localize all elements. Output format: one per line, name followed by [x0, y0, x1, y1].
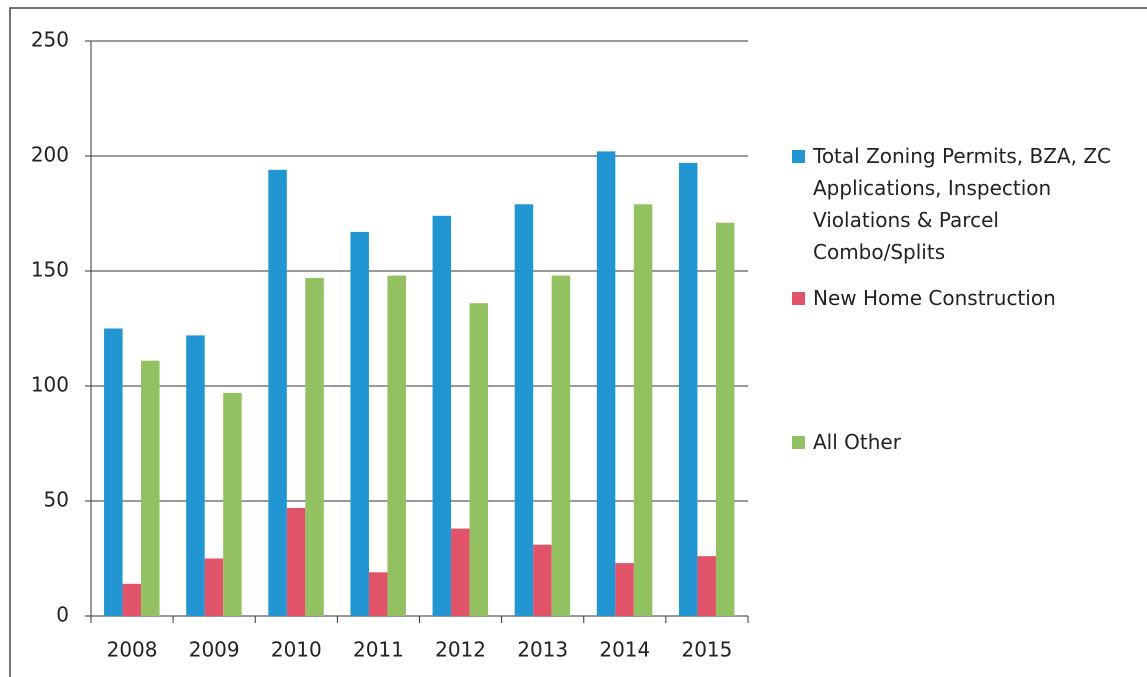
bar	[469, 303, 489, 616]
legend-label: Total Zoning Permits, BZA, ZC Applicatio…	[813, 144, 1111, 264]
bar	[350, 231, 369, 616]
x-tick-label: 2015	[681, 638, 732, 662]
y-tick-label: 200	[31, 143, 69, 167]
legend-swatch	[792, 436, 805, 449]
legend-swatch	[792, 150, 805, 163]
x-tick-label: 2009	[189, 638, 240, 662]
x-tick-label: 2014	[599, 638, 650, 662]
bar	[551, 275, 571, 616]
bar	[268, 169, 287, 617]
bar	[432, 215, 452, 617]
bar	[186, 335, 205, 616]
bar	[678, 162, 698, 616]
y-tick-label: 250	[31, 28, 69, 52]
bar	[451, 528, 470, 616]
frame	[9, 7, 1147, 677]
bar	[305, 277, 324, 616]
bar	[141, 360, 160, 616]
bar	[697, 556, 716, 616]
x-tick-label: 2012	[435, 638, 486, 662]
bar	[104, 328, 123, 616]
legend-item: New Home Construction	[792, 282, 1122, 314]
legend-label: All Other	[813, 430, 901, 454]
bar	[387, 275, 406, 616]
bar	[286, 507, 306, 616]
legend-swatch	[792, 292, 805, 305]
bar	[204, 558, 224, 616]
bar	[633, 204, 653, 617]
bar	[223, 392, 242, 616]
bar	[514, 204, 534, 617]
bar	[368, 572, 388, 616]
y-tick-label: 0	[56, 603, 69, 627]
x-tick-label: 2011	[353, 638, 404, 662]
bar	[596, 151, 616, 616]
x-tick-label: 2010	[271, 638, 322, 662]
bar	[122, 583, 142, 616]
bar	[715, 222, 735, 616]
legend-label: New Home Construction	[813, 286, 1056, 310]
x-tick-label: 2008	[107, 638, 158, 662]
legend-item: All Other	[792, 426, 1122, 458]
legend-item: Total Zoning Permits, BZA, ZC Applicatio…	[792, 140, 1122, 268]
y-tick-label: 100	[31, 373, 69, 397]
bar	[615, 563, 634, 616]
x-tick-label: 2013	[517, 638, 568, 662]
y-tick-label: 150	[31, 258, 69, 282]
y-tick-label: 50	[44, 488, 69, 512]
bar	[533, 544, 552, 616]
